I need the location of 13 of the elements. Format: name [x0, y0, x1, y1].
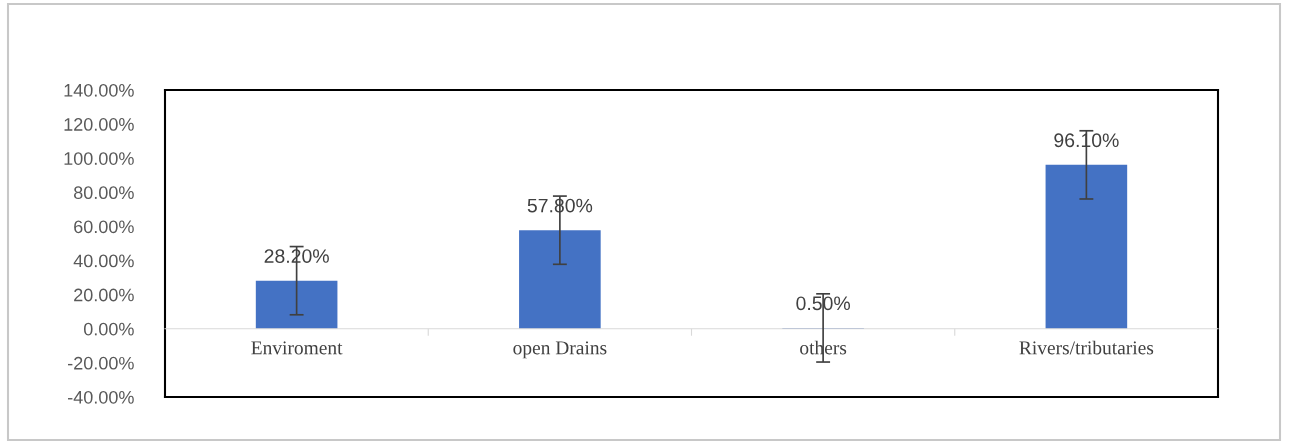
y-tick-label: 140.00% [64, 83, 134, 97]
y-tick-label: 20.00% [74, 288, 134, 302]
x-tick-label: open Drains [513, 341, 607, 359]
y-tick-label: 80.00% [74, 186, 134, 200]
x-tick-label: Rivers/tributaries [1019, 340, 1154, 355]
y-tick-label: -40.00% [68, 390, 134, 404]
y-tick-label: 120.00% [64, 118, 134, 131]
y-tick-label: -20.00% [68, 356, 134, 370]
y-tick-label: 100.00% [64, 152, 134, 165]
y-tick-label: 0.00% [83, 322, 134, 336]
y-tick-label: 60.00% [74, 220, 134, 234]
x-tick-label: Enviroment [251, 341, 343, 355]
y-tick-label: 40.00% [73, 254, 134, 268]
